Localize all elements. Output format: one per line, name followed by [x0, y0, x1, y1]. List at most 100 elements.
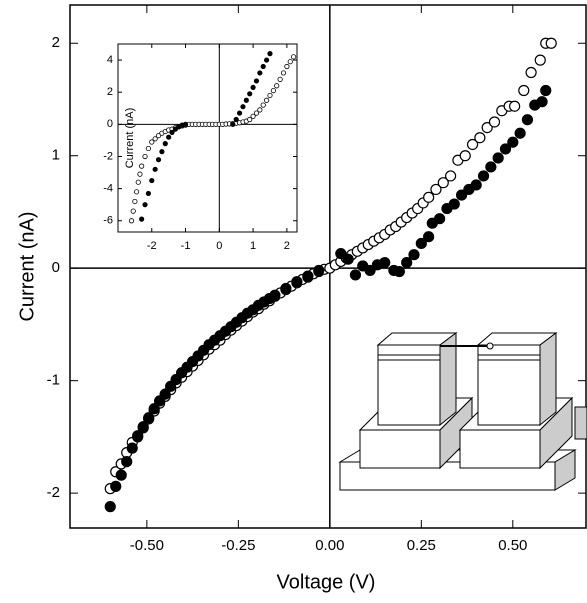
data-point	[152, 136, 158, 142]
y-tick-label: -2	[103, 150, 113, 162]
data-point	[267, 51, 273, 57]
data-point	[401, 256, 413, 269]
x-tick-label: 0	[216, 240, 222, 252]
data-point	[253, 110, 260, 116]
data-point	[133, 189, 140, 195]
data-point	[269, 289, 281, 301]
data-point	[264, 97, 270, 103]
data-point	[115, 469, 127, 481]
data-point	[142, 153, 148, 160]
data-point	[139, 163, 145, 169]
y-axis-label: Current (nA)	[124, 108, 136, 169]
data-point	[364, 264, 376, 277]
data-point	[415, 237, 427, 250]
data-point	[393, 265, 405, 278]
data-point	[135, 179, 141, 185]
data-point	[257, 107, 263, 113]
data-point	[230, 121, 236, 127]
data-point	[509, 100, 521, 112]
data-point	[126, 442, 138, 454]
data-point	[525, 66, 537, 79]
data-point	[342, 253, 354, 265]
data-point	[145, 190, 151, 197]
data-point	[128, 218, 135, 224]
y-tick-label: 2	[107, 86, 113, 98]
data-point	[499, 143, 512, 155]
data-point	[260, 63, 266, 70]
data-point	[481, 121, 493, 134]
data-point	[142, 202, 148, 208]
x-tick-label: 0.25	[407, 537, 436, 554]
data-point	[247, 116, 253, 123]
data-point	[166, 134, 172, 140]
data-point	[434, 213, 446, 225]
main-chart: -0.50 -0.25 0.00 0.25 0.50 -2 -1 0 1 2 Voltage (V)…	[16, 4, 587, 593]
data-point	[277, 76, 283, 82]
x-tick-label: 2	[284, 240, 290, 252]
data-point	[274, 83, 280, 89]
data-point	[423, 191, 435, 203]
data-point	[155, 157, 162, 163]
data-point	[257, 70, 263, 76]
x-tick-label: 0.00	[315, 537, 344, 554]
x-tick-label: -2	[147, 240, 157, 252]
data-point	[137, 422, 149, 434]
device-illustration	[338, 332, 587, 491]
data-point	[448, 198, 460, 210]
data-point	[291, 54, 297, 60]
data-point	[159, 388, 171, 400]
data-point	[162, 141, 168, 147]
data-point	[250, 113, 256, 119]
data-point	[260, 102, 266, 108]
data-point	[137, 171, 143, 177]
plot-frame	[117, 43, 298, 233]
data-point	[148, 403, 160, 415]
data-point	[536, 96, 548, 108]
data-point	[280, 282, 292, 295]
data-point	[104, 501, 116, 513]
data-point	[145, 145, 151, 152]
data-point	[130, 208, 136, 214]
data-point	[408, 249, 420, 261]
data-point	[243, 97, 249, 103]
x-tick-label: -0.50	[130, 537, 164, 554]
data-point	[250, 84, 256, 90]
y-tick-label: -2	[47, 484, 60, 501]
data-point	[247, 91, 253, 97]
y-tick-label: -4	[103, 183, 113, 195]
y-tick-label: 2	[52, 34, 60, 51]
data-point	[485, 161, 497, 173]
y-tick-label: 4	[107, 54, 113, 66]
data-point	[139, 216, 145, 222]
data-point	[149, 139, 155, 145]
y-tick-label: -1	[47, 372, 60, 389]
data-point	[545, 37, 557, 49]
x-tick-label: 0.50	[498, 537, 527, 554]
data-point	[534, 54, 546, 66]
y-tick-label: -6	[103, 215, 113, 227]
data-point	[335, 247, 347, 260]
data-point	[514, 127, 526, 139]
y-tick-label: 1	[52, 147, 60, 164]
data-point	[540, 84, 552, 97]
data-point	[302, 270, 314, 282]
data-point	[182, 121, 189, 127]
data-point	[143, 412, 155, 424]
data-point	[155, 132, 162, 139]
data-point	[291, 276, 303, 288]
x-axis-label: Voltage (V)	[277, 571, 376, 593]
inset-chart: -2 -1 0 1 2 -6 -4 -2 0 2 4 Current (nA)	[103, 43, 298, 252]
data-point	[313, 264, 325, 277]
data-point	[121, 456, 133, 468]
data-point	[488, 116, 501, 128]
data-point	[444, 170, 457, 182]
data-point	[474, 132, 486, 144]
data-point	[379, 256, 391, 269]
data-point	[270, 87, 276, 94]
y-axis-label: Current (nA)	[16, 211, 38, 321]
data-point	[437, 177, 449, 189]
x-tick-label: 1	[250, 240, 256, 252]
data-point	[518, 84, 530, 97]
data-point	[159, 149, 165, 155]
